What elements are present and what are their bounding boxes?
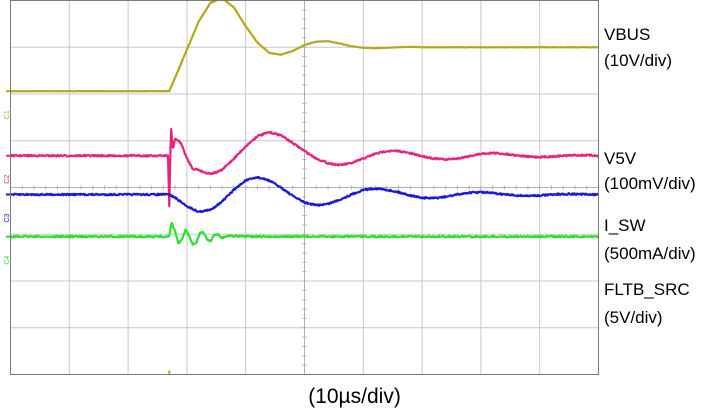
- x-axis-label: (10µs/div): [308, 385, 401, 408]
- label-fltb-scale: (5V/div): [604, 308, 663, 327]
- label-isw-name: I_SW: [604, 216, 646, 235]
- channel-markers: C1 C2 C3 C4: [4, 90, 171, 375]
- channel-tag-4: C4: [4, 256, 11, 265]
- label-isw-scale: (500mA/div): [604, 244, 696, 263]
- trace-i-sw: [10, 175, 600, 214]
- label-v5v-name: V5V: [604, 149, 637, 168]
- trace-vbus: [10, 0, 599, 93]
- channel-tag-2: C2: [4, 175, 11, 184]
- label-vbus-name: VBUS: [604, 25, 651, 44]
- label-v5v-scale: (100mV/div): [604, 174, 696, 193]
- plot-frame: [10, 0, 599, 375]
- graticule: [10, 0, 599, 375]
- label-fltb-name: FLTB_SRC: [604, 280, 690, 299]
- channel-tag-3: C3: [4, 213, 11, 222]
- channel-tag-1: C1: [4, 110, 11, 119]
- label-vbus-scale: (10V/div): [604, 51, 673, 70]
- waveform-traces: [9, 0, 600, 246]
- trace-fltb-src: [10, 221, 600, 246]
- trace-v5v: [9, 128, 600, 208]
